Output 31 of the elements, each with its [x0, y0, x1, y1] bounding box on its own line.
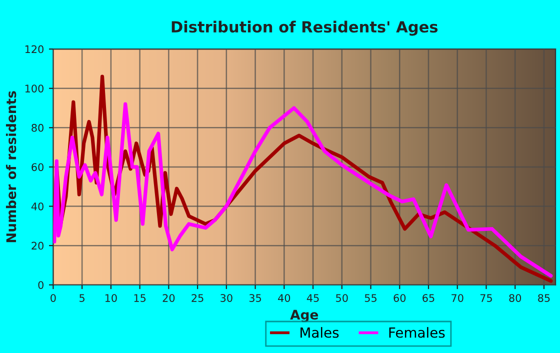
x-tick-label: 40: [278, 294, 290, 302]
x-tick-label: 70: [452, 294, 464, 302]
x-tick-label: 5: [80, 294, 84, 302]
x-tick-label: 30: [220, 294, 232, 302]
x-tick-label: 80: [509, 294, 522, 302]
x-tick-label: 55: [364, 294, 376, 302]
chart-title: Distribution of Residents' Ages: [172, 20, 438, 36]
legend-label: Males: [300, 327, 339, 338]
x-tick-label: 10: [105, 294, 117, 302]
y-tick-label: 0: [38, 281, 44, 289]
x-tick-label: 50: [336, 294, 348, 302]
x-tick-label: 45: [306, 294, 319, 302]
x-tick-label: 20: [162, 294, 175, 302]
y-tick-label: 100: [25, 84, 44, 92]
y-tick-label: 60: [32, 163, 44, 172]
x-axis-title: Age: [290, 310, 318, 322]
x-tick-label: 65: [422, 294, 434, 302]
y-tick-label: 120: [25, 45, 44, 54]
y-tick-label: 20: [32, 242, 44, 250]
x-tick-label: 35: [249, 294, 261, 302]
y-tick-label: 40: [31, 202, 44, 210]
y-axis-title: Number of residents: [6, 91, 16, 242]
x-tick-label: 75: [480, 294, 492, 302]
x-tick-label: 15: [134, 294, 146, 302]
x-tick-label: 60: [394, 294, 406, 302]
y-tick-label: 80: [32, 124, 44, 132]
x-tick-label: 0: [50, 294, 56, 302]
line-series: [53, 102, 553, 278]
x-tick-label: 85: [538, 294, 550, 302]
x-tick-label: 25: [192, 294, 204, 302]
legend-label: Females: [389, 327, 445, 338]
